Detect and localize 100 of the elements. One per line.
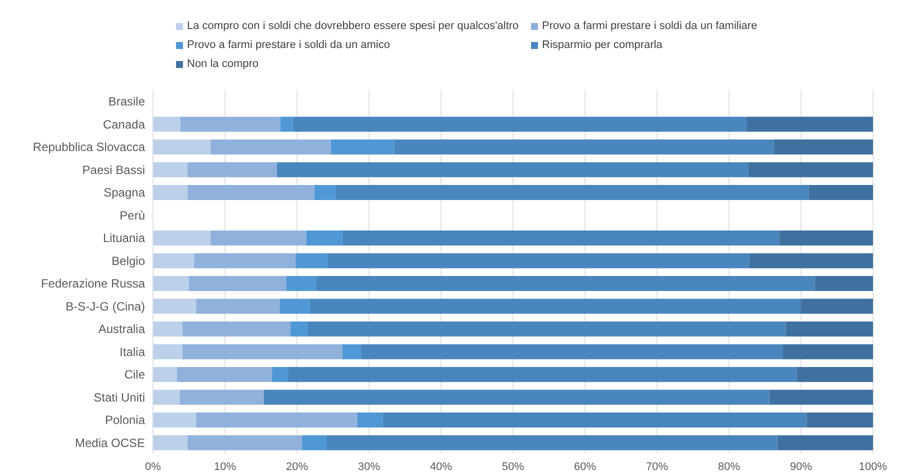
y-tick-label: Media OCSE: [74, 436, 145, 450]
y-tick-label: Brasile: [108, 94, 146, 109]
y-tick-label: Stati Uniti: [94, 390, 145, 404]
bar: [769, 390, 873, 405]
legend-label: Provo a farmi prestare i soldi da un familiare: [542, 20, 758, 32]
bar: [796, 367, 873, 382]
bar: [302, 435, 327, 450]
bar: [328, 253, 750, 268]
bar: [808, 185, 873, 200]
bar: [182, 322, 291, 336]
bar: [276, 162, 748, 178]
bar: [180, 116, 280, 132]
bar: [779, 230, 873, 246]
legend-label: Non la compro: [187, 58, 259, 70]
y-tick-label: Italia: [120, 344, 146, 359]
y-tick-label: Canada: [102, 117, 146, 132]
x-tick-label: 100%: [858, 460, 888, 473]
y-tick-label: Federazione Russa: [40, 276, 146, 291]
bar: [189, 276, 286, 291]
bar: [296, 253, 328, 268]
bar: [153, 253, 194, 268]
x-tick-label: 70%: [646, 460, 668, 473]
bar: [314, 185, 336, 200]
y-tick-label: Perù: [120, 208, 145, 222]
bar: [330, 140, 394, 154]
bar: [310, 298, 801, 314]
y-tick-label: B-S-J-G (Cina): [66, 299, 145, 314]
bar: [290, 322, 308, 336]
bar: [342, 230, 780, 246]
x-tick-label: 40%: [430, 460, 452, 473]
bar: [749, 253, 873, 268]
bar: [814, 276, 873, 291]
bar: [153, 367, 177, 382]
bar: [747, 116, 873, 132]
y-tick-label: Repubblica Slovacca: [32, 140, 146, 154]
legend-label: Risparmio per comprarla: [542, 39, 662, 51]
bar: [777, 435, 873, 450]
bar: [280, 116, 293, 132]
bar: [188, 435, 302, 450]
bar: [357, 412, 383, 428]
bar: [342, 344, 362, 360]
y-tick-label: Cile: [124, 368, 146, 382]
x-tick-label: 20%: [286, 460, 308, 473]
bar: [288, 367, 797, 382]
bar: [361, 344, 783, 360]
bar: [188, 162, 277, 178]
bar: [306, 230, 342, 246]
bar: [806, 412, 873, 428]
x-tick-label: 10%: [214, 460, 236, 473]
y-tick-label: Spagna: [104, 186, 146, 200]
bar: [176, 367, 272, 382]
bar: [180, 390, 264, 405]
x-tick-label: 80%: [718, 460, 740, 473]
bar: [292, 116, 747, 132]
bar: [783, 344, 873, 360]
bar: [774, 140, 873, 154]
bar: [194, 253, 296, 268]
x-tick-label: 50%: [502, 460, 524, 473]
y-tick-label: Paesi Bassi: [82, 162, 145, 177]
bar: [153, 230, 211, 246]
y-tick-label: Polonia: [104, 413, 146, 428]
bar: [182, 344, 342, 360]
bar: [748, 162, 873, 178]
legend-label: La compro con i soldi che dovrebbero essere spesi per qualcos'altro: [187, 20, 519, 32]
bar: [286, 276, 316, 291]
bar: [272, 367, 288, 382]
bar: [153, 390, 180, 405]
bar: [153, 116, 180, 132]
bar: [382, 412, 807, 428]
bar: [196, 298, 280, 314]
bar: [153, 322, 183, 336]
bar: [153, 298, 196, 314]
bar: [326, 435, 778, 450]
bar: [210, 230, 306, 246]
bar: [264, 390, 770, 405]
bar: [153, 162, 188, 178]
x-tick-label: 90%: [790, 460, 812, 473]
bar: [394, 140, 774, 154]
legend-label: Provo a farmi prestare i soldi da un amico: [187, 39, 390, 51]
bar: [153, 435, 188, 450]
bar: [196, 412, 358, 428]
bar: [307, 322, 786, 336]
bar: [280, 298, 310, 314]
bar: [801, 298, 873, 314]
bar: [153, 276, 189, 291]
y-tick-label: Australia: [98, 322, 146, 336]
bar: [335, 185, 809, 200]
bar: [153, 140, 211, 154]
bar: [210, 140, 331, 154]
bar: [153, 185, 188, 200]
bar: [316, 276, 815, 291]
bar: [153, 412, 196, 428]
x-tick-label: 30%: [358, 460, 380, 473]
x-tick-label: 0%: [145, 460, 162, 473]
bar: [786, 322, 873, 336]
y-tick-label: Belgio: [112, 254, 146, 268]
x-tick-label: 60%: [574, 460, 596, 473]
bar: [153, 344, 183, 360]
y-tick-label: Lituania: [102, 231, 146, 246]
bar: [188, 185, 314, 200]
